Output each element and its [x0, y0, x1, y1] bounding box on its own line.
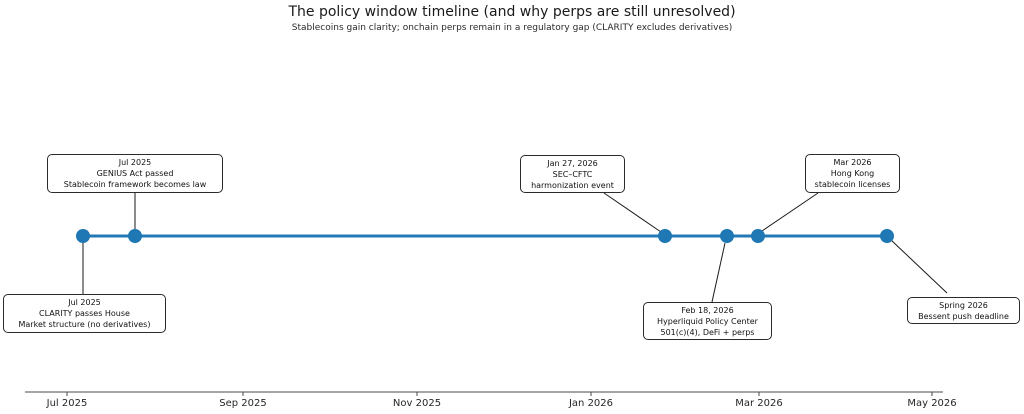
- event-annotation-box: Jul 2025 GENIUS Act passed Stablecoin fram…: [47, 154, 223, 193]
- x-axis-tick-label: Jul 2025: [46, 398, 88, 409]
- chart-title: The policy window timeline (and why perp…: [288, 4, 736, 20]
- event-annotation-line: GENIUS Act passed: [96, 169, 174, 178]
- event-annotation-box: Jul 2025 CLARITY passes House Market struc…: [3, 294, 166, 333]
- event-annotation-line: Jan 27, 2026: [547, 158, 598, 168]
- event-marker-dot: [128, 229, 142, 243]
- x-axis-tick-label: May 2026: [907, 398, 957, 409]
- event-annotation-line: Jul 2025: [118, 158, 152, 167]
- event-annotation-line: SEC–CFTC: [552, 169, 593, 179]
- event-annotation-box: Spring 2026 Bessent push deadline: [907, 297, 1020, 324]
- event-annotation-box: Mar 2026 Hong Kong stablecoin licenses: [805, 154, 900, 193]
- event-annotation-line: Jul 2025: [68, 298, 101, 307]
- event-annotation-line: Market structure (no derivatives): [18, 320, 151, 329]
- event-marker-dot: [751, 229, 765, 243]
- event-annotation-line: Bessent push deadline: [918, 311, 1009, 321]
- chart-subtitle: Stablecoins gain clarity; onchain perps …: [291, 23, 733, 33]
- event-annotation-line: Stablecoin framework becomes law: [63, 180, 207, 189]
- connector-line: [603, 192, 662, 233]
- event-marker-dot: [76, 229, 90, 243]
- event-annotation-line: harmonization event: [531, 180, 614, 190]
- event-annotation-line: Hong Kong: [830, 169, 875, 178]
- x-axis-tick-label: Jan 2026: [568, 398, 614, 409]
- event-annotation-line: 501(c)(4), DeFi + perps: [660, 327, 755, 337]
- event-annotation-line: Mar 2026: [833, 158, 872, 167]
- event-annotation-line: stablecoin licenses: [814, 180, 891, 189]
- x-axis-tick-label: Mar 2026: [735, 398, 783, 409]
- event-marker-dot: [658, 229, 672, 243]
- x-axis-tick-label: Sep 2025: [219, 398, 267, 409]
- x-axis-tick-label: Nov 2025: [392, 398, 442, 409]
- event-annotation-box: Feb 18, 2026 Hyperliquid Policy Center 501…: [643, 302, 772, 340]
- event-marker-dot: [880, 229, 894, 243]
- event-annotation-line: Hyperliquid Policy Center: [657, 316, 758, 326]
- connector-line: [711, 242, 726, 303]
- event-annotation-line: Spring 2026: [939, 300, 988, 310]
- event-annotation-line: CLARITY passes House: [39, 309, 130, 318]
- event-annotation-line: Feb 18, 2026: [681, 305, 734, 315]
- event-marker-dot: [720, 229, 734, 243]
- connector-line: [761, 192, 819, 232]
- event-annotation-box: Jan 27, 2026 SEC–CFTC harmonization event: [520, 155, 625, 193]
- connector-line: [890, 239, 948, 294]
